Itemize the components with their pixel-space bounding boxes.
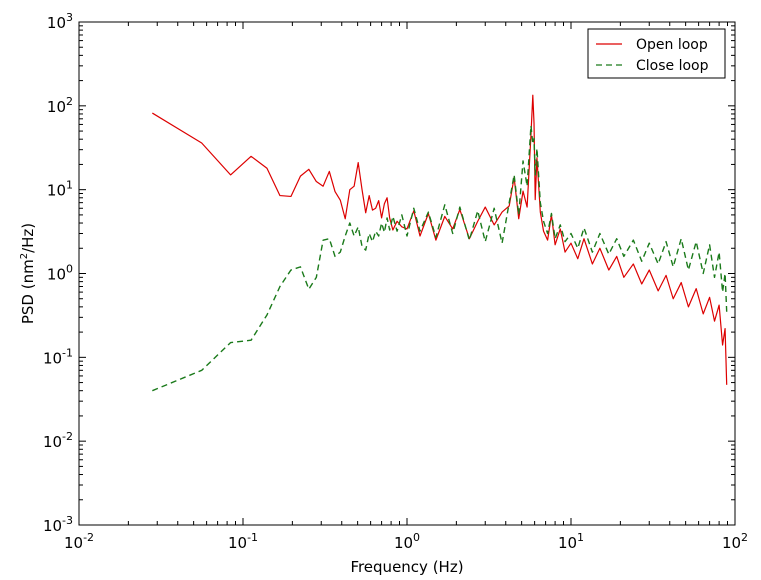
- y-tick-label-base: 10: [43, 349, 62, 367]
- x-tick-label-exponent: 0: [413, 531, 420, 544]
- y-tick-label-base: 10: [47, 266, 66, 284]
- y-tick-label-exponent: -1: [62, 346, 73, 359]
- y-tick-label: 103: [47, 11, 73, 32]
- y-axis-title: PSD (nm2/Hz): [19, 223, 37, 324]
- y-tick-label: 10-1: [43, 346, 73, 367]
- legend-label-close-loop: Close loop: [636, 58, 709, 74]
- y-tick-label: 101: [47, 179, 73, 200]
- y-tick-label: 10-3: [43, 514, 73, 535]
- y-axis-title-prefix: PSD (nm: [19, 259, 37, 324]
- y-tick-label-base: 10: [47, 14, 66, 32]
- x-tick-label-exponent: -1: [247, 531, 258, 544]
- x-axis-title: Frequency (Hz): [350, 558, 463, 576]
- x-tick-label-exponent: -2: [83, 531, 94, 544]
- x-tick-label-base: 10: [558, 534, 577, 552]
- y-tick-label-base: 10: [43, 433, 62, 451]
- x-tick-label: 101: [558, 531, 584, 552]
- plot-area: [152, 94, 728, 392]
- x-tick-label-base: 10: [722, 534, 741, 552]
- x-tick-label-exponent: 2: [741, 531, 748, 544]
- y-tick-label: 100: [47, 263, 73, 284]
- y-tick-label-exponent: 3: [66, 11, 73, 24]
- y-tick-label-base: 10: [47, 182, 66, 200]
- x-tick-label: 100: [394, 531, 420, 552]
- x-tick-label-exponent: 1: [577, 531, 584, 544]
- y-axis-title-superscript: 2: [19, 253, 30, 259]
- series-line-open-loop: [152, 94, 728, 385]
- x-tick-label: 102: [722, 531, 748, 552]
- legend-box: [587, 28, 726, 79]
- y-tick-label: 102: [47, 95, 73, 116]
- x-tick-label-base: 10: [394, 534, 413, 552]
- y-tick-label-exponent: 0: [66, 263, 73, 276]
- y-tick-label-base: 10: [47, 98, 66, 116]
- y-tick-label-base: 10: [43, 517, 62, 535]
- y-tick-label-exponent: -3: [62, 514, 73, 527]
- x-tick-label-base: 10: [228, 534, 247, 552]
- legend-label-open-loop: Open loop: [636, 37, 708, 53]
- legend: Open loop Close loop: [587, 28, 726, 79]
- y-axis-title-suffix: /Hz): [19, 223, 37, 253]
- x-tick-label: 10-1: [228, 531, 258, 552]
- y-tick-label-exponent: 1: [66, 179, 73, 192]
- y-tick-label-exponent: -2: [62, 430, 73, 443]
- series-line-close-loop: [152, 124, 728, 392]
- x-tick-label: 10-2: [64, 531, 94, 552]
- x-axis-ticks: 10-2 10-1 100 101 102: [64, 22, 748, 552]
- y-tick-label: 10-2: [43, 430, 73, 451]
- x-tick-label-base: 10: [64, 534, 83, 552]
- y-tick-label-exponent: 2: [66, 95, 73, 108]
